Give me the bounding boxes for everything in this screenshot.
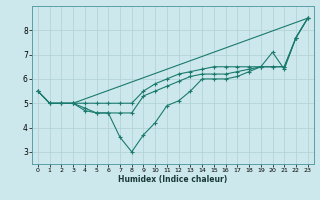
X-axis label: Humidex (Indice chaleur): Humidex (Indice chaleur) <box>118 175 228 184</box>
